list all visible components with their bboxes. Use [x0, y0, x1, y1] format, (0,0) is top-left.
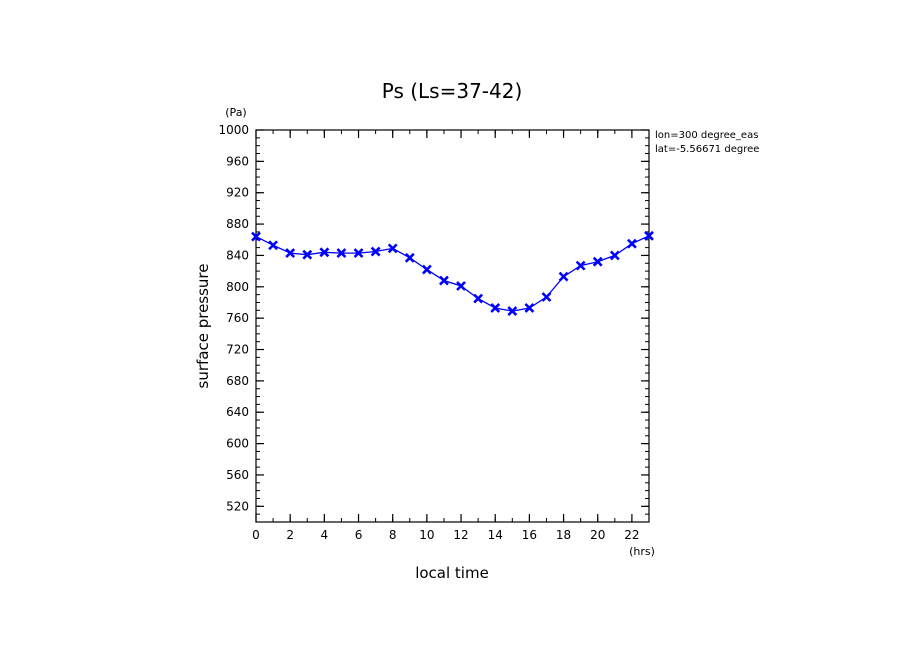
- x-tick-label: 16: [522, 528, 537, 542]
- x-unit-label: (hrs): [629, 545, 655, 558]
- x-axis-label: local time: [415, 564, 489, 582]
- y-tick-label: 920: [226, 186, 249, 200]
- x-tick-label: 18: [556, 528, 571, 542]
- data-point: [251, 231, 261, 242]
- x-tick-label: 12: [453, 528, 468, 542]
- x-tick-label: 6: [355, 528, 363, 542]
- data-point: [404, 252, 415, 263]
- y-tick-label: 960: [226, 154, 249, 168]
- data-point: [609, 250, 620, 261]
- y-tick-label: 880: [226, 217, 249, 231]
- data-point: [421, 264, 432, 275]
- data-point: [285, 248, 296, 259]
- axes-layer: 0 2 4 6 8 10 12 14 16 18 20 22 520 560 600 640 680 720 760…: [218, 123, 650, 542]
- data-point: [302, 249, 313, 260]
- data-point: [541, 292, 552, 302]
- y-tick-label: 640: [226, 405, 249, 419]
- y-tick-label: 560: [226, 468, 249, 482]
- data-point: [626, 238, 637, 249]
- annotation-lon: lon=300 degree_eas: [655, 130, 758, 141]
- data-point: [353, 248, 364, 259]
- data-point: [592, 256, 603, 267]
- data-point: [490, 303, 501, 313]
- x-tick-label: 14: [488, 528, 503, 542]
- data-point: [319, 247, 330, 258]
- y-tick-label: 760: [226, 311, 249, 325]
- series-layer: [251, 230, 654, 317]
- annotation-lat: lat=-5.56671 degree: [655, 144, 759, 155]
- y-tick-label: 840: [226, 248, 249, 262]
- y-tick-label: 600: [226, 437, 249, 451]
- y-tick-label: 1000: [218, 123, 249, 137]
- chart-title: Ps (Ls=37-42): [382, 79, 523, 103]
- x-tick-label: 22: [624, 528, 639, 542]
- x-tick-label: 4: [321, 528, 329, 542]
- y-tick-label: 800: [226, 280, 249, 294]
- x-tick-label: 2: [286, 528, 294, 542]
- data-point: [575, 260, 586, 271]
- data-point: [456, 281, 466, 291]
- series-line: [255, 235, 650, 312]
- data-point: [473, 293, 484, 304]
- x-tick-label: 8: [389, 528, 397, 542]
- data-point: [370, 246, 381, 257]
- x-tick-label: 0: [252, 528, 260, 542]
- data-point: [558, 271, 569, 282]
- y-unit-label: (Pa): [225, 106, 246, 119]
- y-tick-label: 720: [226, 343, 249, 357]
- data-point: [507, 306, 518, 317]
- data-point: [387, 243, 398, 254]
- data-point: [644, 230, 654, 241]
- data-point: [524, 303, 535, 313]
- data-point: [439, 275, 449, 286]
- y-tick-label: 680: [226, 374, 249, 388]
- x-tick-label: 10: [419, 528, 434, 542]
- data-point: [268, 240, 279, 251]
- x-tick-label: 20: [590, 528, 605, 542]
- plot-frame: [255, 129, 650, 523]
- y-axis-label: surface pressure: [194, 264, 212, 389]
- data-point: [336, 248, 347, 259]
- y-tick-label: 520: [226, 499, 249, 513]
